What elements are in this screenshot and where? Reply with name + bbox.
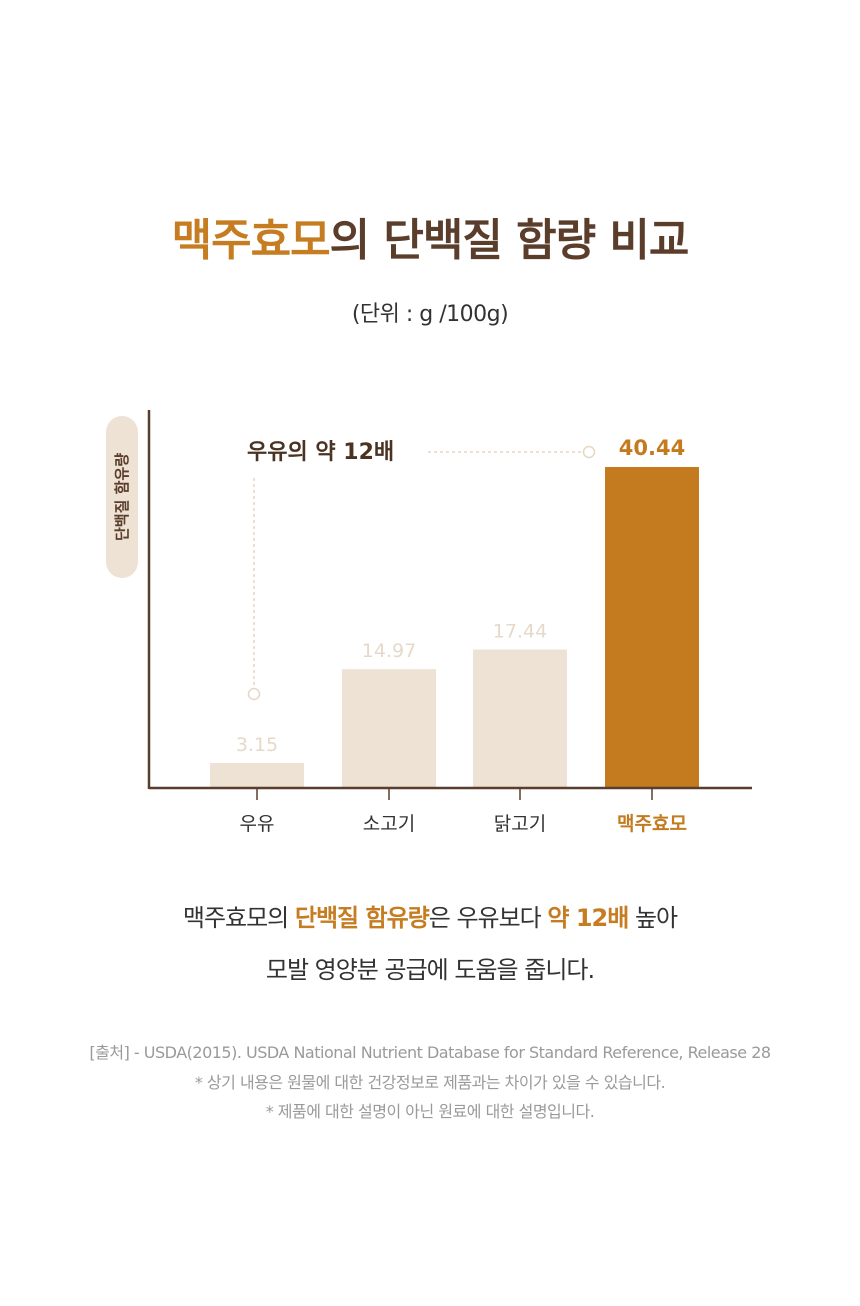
title-highlight: 맥주효모 xyxy=(171,215,331,266)
y-axis-label: 단백질 함유량 xyxy=(113,453,131,541)
x-tick-label-0: 우유 xyxy=(240,813,275,835)
protein-bar-chart: 단백질 함유량 3.15 우유 14.97 소고기 17.44 닭고기 40.44 맥주효모 우유… xyxy=(106,410,752,835)
body-highlight: 약 12배 xyxy=(547,904,629,932)
body-text: 높아 xyxy=(628,904,678,932)
unit-label: (단위 : g /100g) xyxy=(351,302,509,327)
footer-source: [출처] - USDA(2015). USDA National Nutrien… xyxy=(89,1043,771,1062)
body-text: 은 우유보다 xyxy=(428,904,548,932)
bar-2 xyxy=(473,649,567,788)
bar-1 xyxy=(342,669,436,788)
annotation-milk-marker xyxy=(247,687,261,701)
y-axis-label-pill xyxy=(106,416,138,578)
bar-3 xyxy=(605,467,699,788)
footer-note-2: * 제품에 대한 설명이 아닌 원료에 대한 설명입니다. xyxy=(265,1102,595,1121)
annotation-label: 우유의 약 12배 xyxy=(247,440,394,465)
x-tick-label-3: 맥주효모 xyxy=(617,813,687,835)
annotation-circle-marker xyxy=(582,445,596,459)
data-label-3: 40.44 xyxy=(619,436,685,460)
data-label-1: 14.97 xyxy=(362,640,416,662)
title-rest: 의 단백질 함량 비교 xyxy=(329,215,690,266)
footer-note-1: * 상기 내용은 원물에 대한 건강정보로 제품과는 차이가 있을 수 있습니다… xyxy=(194,1073,666,1092)
body-line-1: 맥주효모의 단백질 함유량은 우유보다 약 12배 높아 xyxy=(0,898,860,933)
x-tick-label-2: 닭고기 xyxy=(494,813,546,835)
x-tick-label-1: 소고기 xyxy=(363,813,415,835)
data-label-2: 17.44 xyxy=(493,621,547,643)
bar-0 xyxy=(210,762,304,788)
data-label-0: 3.15 xyxy=(236,734,278,756)
body-text: 맥주효모의 xyxy=(182,904,295,932)
page-title: 맥주효모의 단백질 함량 비교 xyxy=(0,204,860,268)
body-highlight: 단백질 함유량 xyxy=(294,904,430,932)
body-line-2: 모발 영양분 공급에 도움을 줍니다. xyxy=(265,956,595,984)
